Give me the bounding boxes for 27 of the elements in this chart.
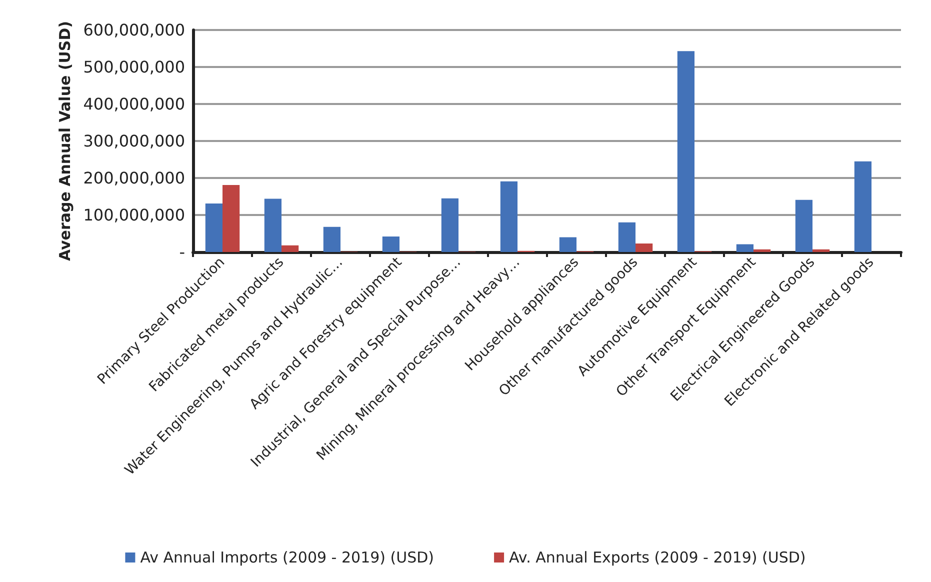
y-tick-label: 100,000,000 [83, 206, 185, 224]
y-tick-label: 400,000,000 [83, 94, 185, 114]
legend-label: Av Annual Imports (2009 - 2019) (USD) [140, 548, 434, 566]
bar [677, 51, 694, 252]
bar [754, 249, 771, 252]
bar [812, 249, 830, 252]
y-tick-label: 200,000,000 [83, 168, 185, 188]
bar [282, 245, 299, 252]
y-tick-label: 600,000,000 [83, 20, 185, 40]
y-axis-title: Average Annual Value (USD) [56, 20, 74, 262]
bar [441, 198, 458, 252]
bar [736, 244, 754, 252]
y-tick-label: - [179, 242, 185, 262]
bar [618, 222, 636, 252]
bar [323, 226, 340, 252]
bar [222, 185, 240, 252]
bar [636, 243, 653, 252]
bar [854, 161, 872, 252]
bar [382, 236, 400, 252]
bar [559, 237, 576, 252]
y-tick-label: 300,000,000 [83, 132, 185, 150]
legend-label: Av. Annual Exports (2009 - 2019) (USD) [509, 548, 806, 566]
y-tick-label: 500,000,000 [83, 58, 185, 76]
bar [500, 181, 518, 252]
bar [264, 198, 282, 252]
bar [205, 204, 222, 252]
bar [795, 200, 812, 252]
